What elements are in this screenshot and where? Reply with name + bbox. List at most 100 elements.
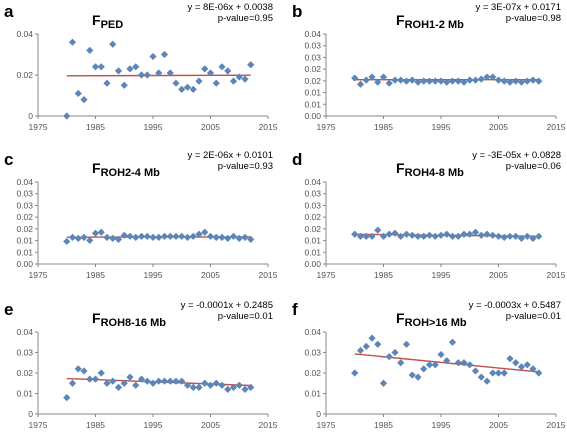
x-tick-label: 2005 [201, 122, 220, 132]
data-point [80, 367, 88, 375]
p-value: p-value=0.93 [217, 161, 273, 172]
x-tick-label: 1975 [29, 122, 48, 132]
y-tick-label: 0.04 [304, 29, 321, 39]
panel-label: c [4, 150, 14, 169]
data-point [132, 233, 140, 241]
y-tick-label: 0.03 [304, 189, 321, 199]
data-point [489, 231, 497, 239]
x-tick-label: 1995 [432, 270, 451, 280]
y-tick-label: 0.02 [304, 368, 321, 378]
y-tick-label: 0.02 [304, 224, 321, 234]
y-tick-label: 0.01 [16, 236, 33, 246]
data-point [166, 232, 174, 240]
y-tick-label: 0.02 [304, 212, 321, 222]
data-point [454, 359, 462, 367]
data-point [391, 348, 399, 357]
chart-panel-f: f FROH>16 Mb y = -0.0003x + 0.5487 p-value=… [288, 298, 567, 440]
y-tick-label: 0.02 [304, 64, 321, 74]
data-point [397, 76, 405, 84]
regression-equation: y = -0.0003x + 0.5487 [468, 300, 561, 311]
data-point [247, 61, 255, 69]
y-tick-label: 0.04 [16, 327, 33, 337]
data-point [420, 365, 428, 373]
data-point [512, 232, 520, 240]
x-tick-label: 1995 [144, 420, 163, 430]
x-tick-label: 1995 [432, 122, 451, 132]
data-point [460, 78, 468, 86]
regression-equation: y = 2E-06x + 0.0101 [187, 150, 273, 161]
y-tick-label: 0.01 [16, 247, 33, 257]
y-tick-label: 0 [28, 111, 33, 121]
data-point [362, 232, 370, 240]
data-point [523, 232, 531, 240]
data-point [379, 379, 388, 387]
data-point [80, 233, 88, 241]
panel-label: a [4, 2, 14, 21]
data-point [120, 379, 128, 387]
data-point [374, 226, 382, 234]
data-point [178, 85, 186, 93]
data-point [402, 340, 411, 348]
data-point [172, 232, 180, 240]
y-tick-label: 0.04 [16, 29, 33, 39]
regression-annotation: y = 3E-07x + 0.0171 p-value=0.98 [475, 2, 561, 24]
data-point [224, 385, 232, 393]
chart-title: FROH4-8 Mb [396, 160, 464, 179]
data-point [183, 233, 192, 241]
data-point [471, 228, 480, 236]
chart-title-main: F [396, 310, 405, 326]
panel-label: d [292, 150, 303, 169]
data-point [126, 232, 134, 240]
data-point [97, 369, 105, 377]
x-tick-label: 2015 [547, 420, 566, 430]
chart-title-main: F [92, 12, 101, 28]
chart-title-main: F [92, 310, 101, 326]
y-tick-label: 0.01 [304, 88, 321, 98]
plot-area: 0 0.01 0.02 0.03 0.04 1975 1985 1995 2005 2015 [16, 327, 277, 430]
y-tick-label: 0.00 [16, 259, 33, 269]
data-point [120, 81, 128, 89]
data-point [477, 231, 485, 239]
x-tick-label: 1985 [86, 420, 105, 430]
data-point [229, 232, 238, 240]
data-point [494, 232, 503, 240]
data-point [126, 65, 134, 73]
data-point [241, 233, 249, 241]
data-point [212, 233, 220, 241]
x-tick-label: 2005 [201, 420, 220, 430]
data-point [155, 69, 163, 77]
data-point [443, 357, 451, 365]
data-point [402, 230, 411, 238]
data-point [166, 69, 174, 77]
chart-title-main: F [396, 160, 405, 176]
data-point [466, 361, 474, 369]
y-tick-label: 0.03 [16, 189, 33, 199]
y-tick-label: 0.01 [304, 247, 321, 257]
data-point [500, 77, 508, 85]
chart-panel-b: b FROH1-2 Mb y = 3E-07x + 0.0171 p-value=0.… [288, 0, 567, 142]
data-point [235, 234, 243, 242]
data-point [408, 231, 416, 239]
data-point [114, 235, 123, 243]
data-point [195, 383, 203, 391]
data-point [143, 232, 151, 240]
y-tick-label: 0.02 [16, 368, 33, 378]
x-tick-label: 2005 [201, 270, 220, 280]
data-point [109, 40, 117, 48]
data-point [351, 74, 359, 82]
data-point [414, 78, 422, 86]
data-point [374, 78, 382, 86]
data-point [362, 342, 370, 350]
data-point [63, 394, 71, 402]
data-point [206, 232, 215, 240]
data-point [397, 232, 405, 240]
data-point [517, 78, 526, 86]
data-point [374, 340, 382, 348]
data-point [86, 46, 94, 54]
data-point [351, 369, 359, 377]
p-value: p-value=0.98 [505, 13, 561, 24]
chart-title: FROH1-2 Mb [396, 12, 464, 31]
y-tick-label: 0.03 [304, 41, 321, 51]
p-value: p-value=0.01 [505, 311, 561, 322]
data-point [512, 77, 520, 85]
